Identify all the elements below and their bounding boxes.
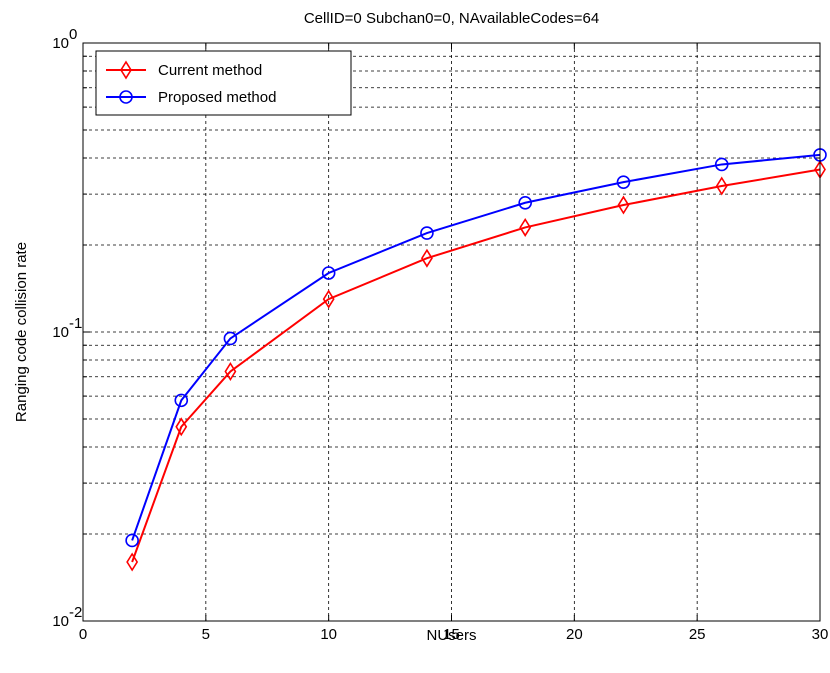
x-tick-label: 0 xyxy=(79,626,87,643)
series-line-0 xyxy=(131,168,821,563)
data-point-1 xyxy=(420,226,434,240)
legend-marker-1 xyxy=(119,90,133,104)
data-point-0 xyxy=(519,217,532,237)
x-tick-label: 30 xyxy=(812,626,829,643)
data-point-1 xyxy=(125,533,139,548)
x-tick-label: 25 xyxy=(689,626,706,643)
data-point-0 xyxy=(420,248,433,268)
legend: Current method Proposed method xyxy=(95,50,352,116)
data-point-0 xyxy=(617,195,630,215)
data-point-0 xyxy=(715,176,728,196)
data-point-0 xyxy=(126,552,139,572)
y-tick-exponent: -1 xyxy=(69,315,82,332)
series-layer xyxy=(125,148,827,572)
y-tick-label: 10 xyxy=(52,613,69,630)
data-point-0 xyxy=(175,417,188,437)
series-0 xyxy=(126,159,826,572)
data-point-0 xyxy=(224,361,237,382)
y-tick-label: 10 xyxy=(52,324,69,341)
data-point-1 xyxy=(321,266,336,280)
data-point-1 xyxy=(223,331,238,346)
legend-label-0: Current method xyxy=(158,62,262,79)
legend-box xyxy=(95,50,352,116)
grid-lines xyxy=(83,43,820,621)
data-point-1 xyxy=(174,393,189,408)
legend-label-1: Proposed method xyxy=(158,89,276,106)
data-point-1 xyxy=(616,175,631,189)
series-line-1 xyxy=(131,153,821,541)
data-point-1 xyxy=(714,157,729,172)
chart-title: CellID=0 Subchan0=0, NAvailableCodes=64 xyxy=(304,10,599,27)
x-tick-label: 10 xyxy=(320,626,337,643)
x-tick-label: 5 xyxy=(202,626,210,643)
y-axis-label: Ranging code collision rate xyxy=(13,242,30,422)
data-point-1 xyxy=(518,195,533,210)
x-tick-label: 20 xyxy=(566,626,583,643)
y-tick-exponent: 0 xyxy=(69,26,77,43)
y-tick-label: 10 xyxy=(52,35,69,52)
data-point-0 xyxy=(322,289,335,309)
x-axis-label: NUsers xyxy=(426,627,476,644)
x-tick-label: 15 xyxy=(443,626,460,643)
y-tick-exponent: -2 xyxy=(69,604,82,621)
legend-marker-0 xyxy=(120,60,132,80)
